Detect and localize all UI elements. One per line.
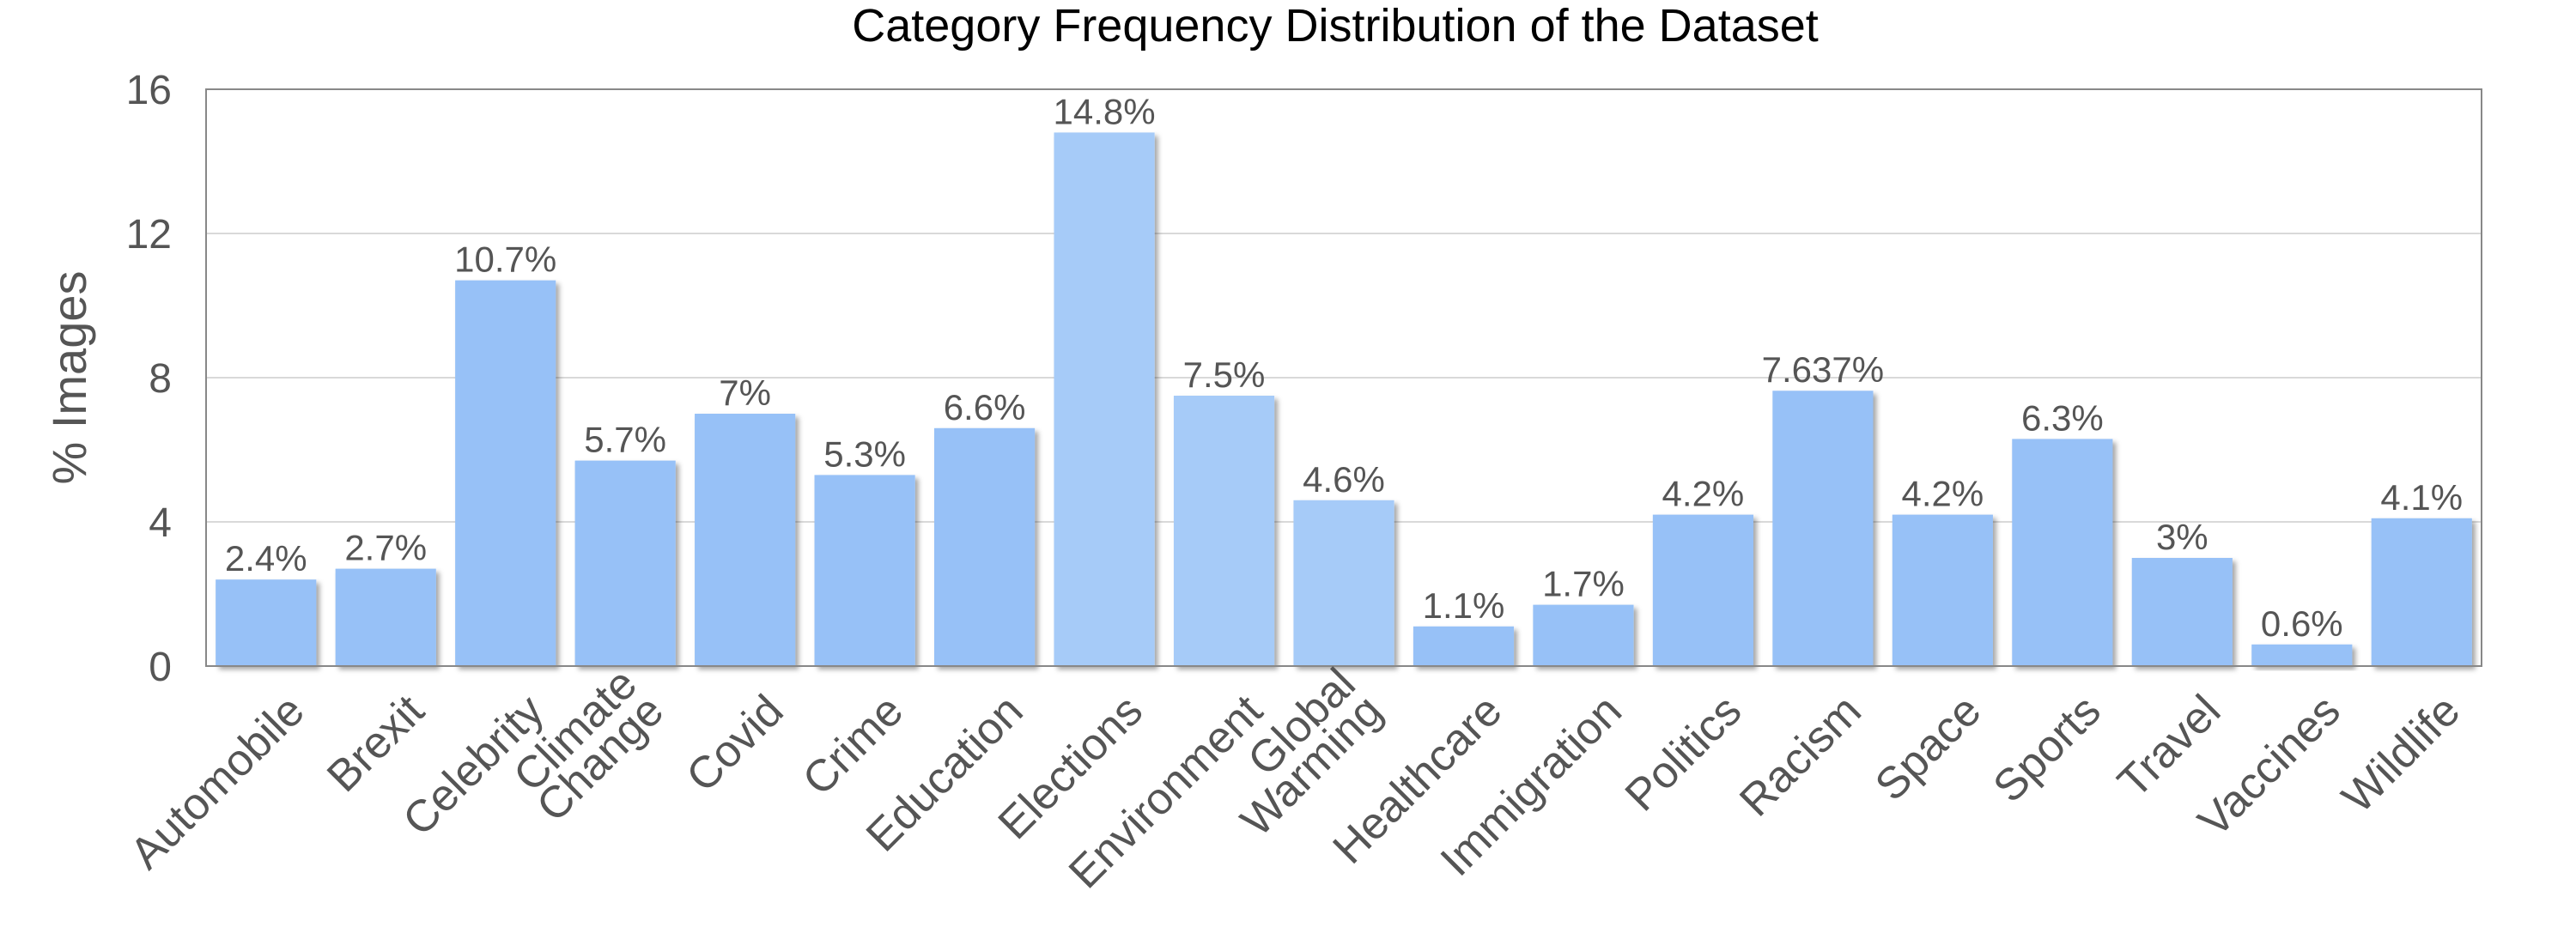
bar [1054, 132, 1155, 666]
data-label: 1.1% [1423, 585, 1505, 626]
bar [814, 475, 915, 666]
y-axis-ticks: 0 4 8 12 16 [126, 68, 172, 690]
x-tick-label: Racism [1730, 686, 1871, 827]
x-tick-label: Automobile [121, 686, 314, 879]
data-label: 7% [719, 373, 771, 413]
x-tick-label: Space [1866, 686, 1990, 810]
bar [2371, 518, 2472, 666]
data-label: 1.7% [1542, 564, 1625, 604]
bar [1293, 500, 1394, 666]
data-label: 14.8% [1054, 91, 1156, 131]
x-tick-label-line: Brexit [318, 686, 434, 802]
data-label: 5.3% [823, 433, 906, 474]
bar [695, 414, 796, 666]
x-tick-label: Wildlife [2333, 686, 2470, 823]
data-label: 4.2% [1662, 474, 1745, 514]
data-label: 4.1% [2380, 477, 2463, 518]
data-label: 2.4% [225, 538, 307, 579]
data-label: 3% [2156, 517, 2208, 557]
bar [216, 579, 317, 666]
bar [1173, 396, 1275, 666]
data-label: 4.6% [1303, 459, 1385, 500]
x-tick-label-line: Space [1866, 686, 1990, 810]
data-label: 6.3% [2021, 397, 2104, 438]
plot-frame [205, 88, 2482, 667]
bar [2251, 644, 2353, 666]
x-tick-label-line: Covid [677, 686, 793, 802]
data-label: 6.6% [944, 387, 1026, 427]
x-tick-label-line: Politics [1616, 686, 1751, 821]
x-tick-label-line: Racism [1730, 686, 1871, 827]
x-tick-label-line: Automobile [121, 686, 314, 879]
bar [2131, 558, 2233, 666]
bar [1772, 391, 1874, 666]
y-tick-label: 0 [149, 645, 172, 690]
x-tick-label: Sports [1984, 686, 2110, 812]
x-tick-label: Covid [677, 686, 793, 802]
data-label: 7.637% [1762, 349, 1884, 390]
bar [1652, 514, 1753, 666]
y-tick-label: 16 [126, 68, 172, 113]
bar [1892, 514, 1993, 666]
data-label: 4.2% [1902, 474, 1984, 514]
x-tick-label-line: Sports [1984, 686, 2110, 812]
bar [455, 280, 556, 666]
data-label: 2.7% [344, 528, 427, 568]
bar [335, 568, 436, 666]
data-label: 7.5% [1183, 354, 1266, 395]
data-label: 5.7% [584, 420, 666, 460]
y-tick-label: 12 [126, 212, 172, 258]
y-axis-label: % Images [42, 271, 96, 485]
y-tick-label: 8 [149, 356, 172, 402]
data-label: 10.7% [454, 239, 556, 280]
data-label: 0.6% [2261, 603, 2343, 644]
bar [934, 427, 1036, 666]
chart-title: Category Frequency Distribution of the D… [852, 0, 1819, 52]
bar [1533, 604, 1634, 666]
x-tick-label: Brexit [318, 686, 434, 802]
bar [2012, 439, 2113, 666]
bars [216, 132, 2472, 666]
bar [574, 460, 676, 666]
data-labels: 2.4% 2.7% 10.7% 5.7% 7% 5.3% 6.6% 14.8% 7.5% 4.6%… [225, 91, 2463, 643]
y-tick-label: 4 [149, 500, 172, 546]
bar [1413, 626, 1515, 666]
x-tick-label: Politics [1616, 686, 1751, 821]
x-tick-label-line: Wildlife [2333, 686, 2470, 823]
